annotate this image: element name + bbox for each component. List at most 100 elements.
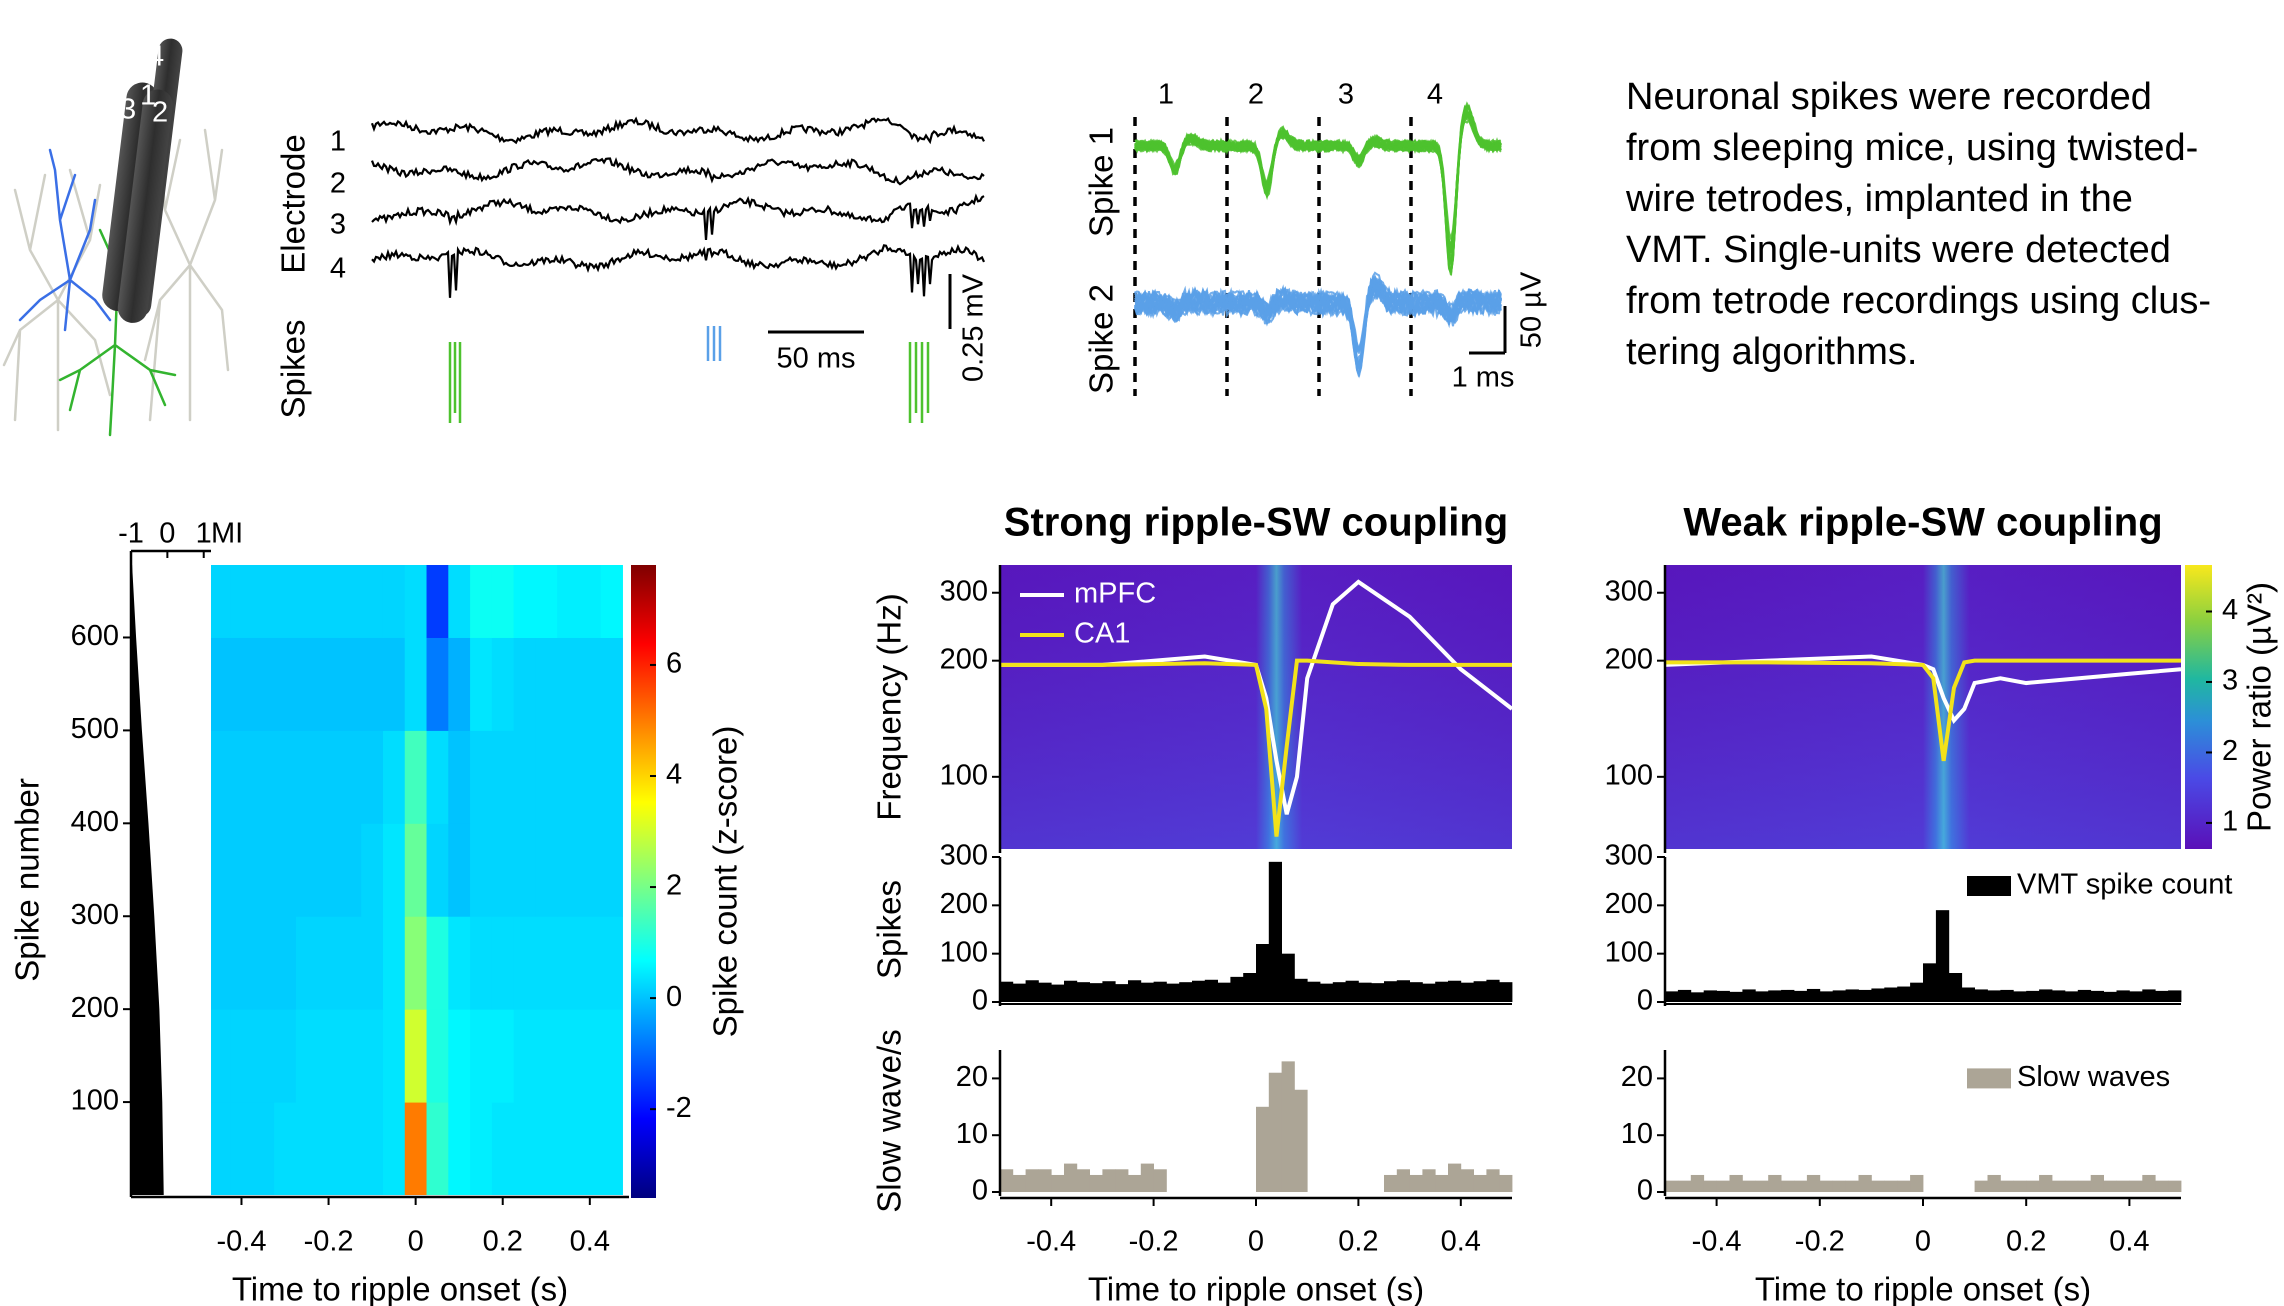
y-tick-label: 100	[1605, 759, 1653, 791]
histogram-bar	[1358, 982, 1372, 1002]
channel-dividers	[1133, 117, 1413, 396]
histogram-bar	[1294, 1089, 1308, 1192]
histogram-bar	[1473, 1174, 1487, 1192]
x-tick-label: 0	[408, 1226, 424, 1258]
electrode-number: 1	[330, 126, 346, 158]
spectrogram-shade	[1665, 565, 2181, 849]
histogram-bar	[1716, 990, 1730, 1002]
histogram-bar	[1742, 1180, 1756, 1192]
heatmap-cell	[426, 823, 449, 917]
heatmap-cell	[361, 1009, 384, 1103]
heatmap-cell	[361, 565, 384, 638]
colorbar-tick-label: 2	[2222, 735, 2238, 767]
x-tick-label: 0	[1915, 1226, 1931, 1258]
colorbar-label: Spike count (z-score)	[707, 726, 744, 1038]
trace	[370, 116, 985, 145]
heatmap-cell	[274, 1102, 297, 1195]
y-axis-label: Spike number	[9, 778, 46, 982]
colorbar-label: Power ratio (µV²)	[2241, 582, 2278, 832]
heatmap-cell	[382, 730, 406, 824]
heatmap-cell	[491, 730, 515, 824]
histogram-bar	[1115, 984, 1129, 1002]
histogram-bar	[1089, 983, 1103, 1002]
histogram-bar	[2168, 990, 2182, 1002]
y-tick-label: 300	[940, 575, 988, 607]
heatmap-cell	[339, 637, 362, 731]
y-tick-label: 0	[972, 985, 988, 1017]
line-series	[1664, 654, 2182, 725]
histogram-bar	[1268, 1072, 1282, 1192]
histogram-bar	[1858, 1174, 1872, 1192]
histogram-bar	[1871, 988, 1885, 1002]
heatmap-cell	[426, 637, 449, 731]
histogram-bar	[1832, 990, 1846, 1002]
histogram-bar	[1076, 982, 1090, 1002]
histogram-bar	[1819, 991, 1834, 1002]
line-series	[1000, 579, 1514, 815]
heatmap-cell	[252, 1009, 275, 1103]
histogram-bar	[2168, 1180, 2182, 1192]
histogram-bar	[2026, 1180, 2040, 1192]
trace	[371, 193, 985, 240]
heatmap-cell	[317, 730, 340, 824]
histogram-bar	[1000, 1169, 1014, 1192]
heatmap-cell	[339, 916, 362, 1010]
heatmap-cell	[578, 916, 602, 1010]
histogram-bar	[2064, 1180, 2079, 1192]
heatmap-cell	[317, 823, 340, 917]
heatmap-cell	[513, 730, 536, 824]
histogram-bar	[1473, 981, 1487, 1002]
unit-label: Spike 1	[1083, 127, 1120, 237]
histogram-bar	[2052, 1180, 2066, 1192]
histogram-bar	[2103, 1180, 2117, 1192]
heatmap-cell	[211, 637, 232, 731]
heatmap-cell	[382, 823, 406, 917]
heatmap-cell	[426, 1009, 449, 1103]
histogram-bar	[1703, 1180, 1717, 1192]
channel-number: 2	[1248, 79, 1264, 111]
heatmap-cell	[382, 916, 406, 1010]
heatmap-cell	[211, 1009, 232, 1103]
voltage-scale-label: 0.25 mV	[958, 273, 990, 382]
histogram-bar	[2039, 989, 2053, 1002]
histogram-bar	[1140, 982, 1154, 1002]
heatmap-cell	[513, 916, 536, 1010]
wire-labels: 4 3 1 2	[120, 41, 168, 129]
trace	[371, 243, 986, 298]
heatmap-cell	[404, 823, 428, 917]
histogram-bar	[1961, 987, 1975, 1002]
wire	[117, 89, 173, 323]
heatmap-cell	[274, 637, 297, 731]
histogram-bar	[1089, 1174, 1103, 1192]
histogram-bar	[1038, 982, 1052, 1002]
heatmap-cell	[426, 730, 449, 824]
colorbar-tick-label: 2	[666, 870, 682, 902]
colorbar	[631, 565, 656, 1198]
description-line: VMT. Single-units were detected	[1626, 229, 2171, 271]
histogram-bar	[2000, 989, 2014, 1002]
histogram-bar	[1012, 983, 1026, 1002]
heatmap-cell	[211, 565, 232, 638]
heatmap-cell	[361, 916, 384, 1010]
histogram-bar	[1794, 990, 1808, 1002]
histogram-bar	[1409, 1174, 1423, 1192]
x-tick-label: 0.2	[483, 1226, 523, 1258]
histogram-bar	[2000, 1180, 2014, 1192]
histogram-bar	[1435, 981, 1449, 1002]
panel-title: Strong ripple-SW coupling	[1004, 501, 1508, 545]
heatmap-cell	[470, 730, 493, 824]
mi-tick-label: 0	[159, 518, 175, 550]
heatmap-cell	[404, 730, 428, 824]
histogram-bar	[2077, 1180, 2092, 1192]
histogram-bar	[1384, 1174, 1398, 1192]
legend-label: VMT spike count	[2017, 869, 2232, 901]
heatmap-cell	[535, 730, 558, 824]
y-tick-label: 100	[940, 936, 988, 968]
x-tick-label: -0.2	[1795, 1226, 1845, 1258]
unit-label: Spike 2	[1083, 284, 1120, 394]
y-tick-label: 100	[940, 759, 988, 791]
legend-label: mPFC	[1074, 578, 1156, 610]
histogram-bar	[2116, 990, 2130, 1002]
x-tick-label: -0.4	[1692, 1226, 1742, 1258]
